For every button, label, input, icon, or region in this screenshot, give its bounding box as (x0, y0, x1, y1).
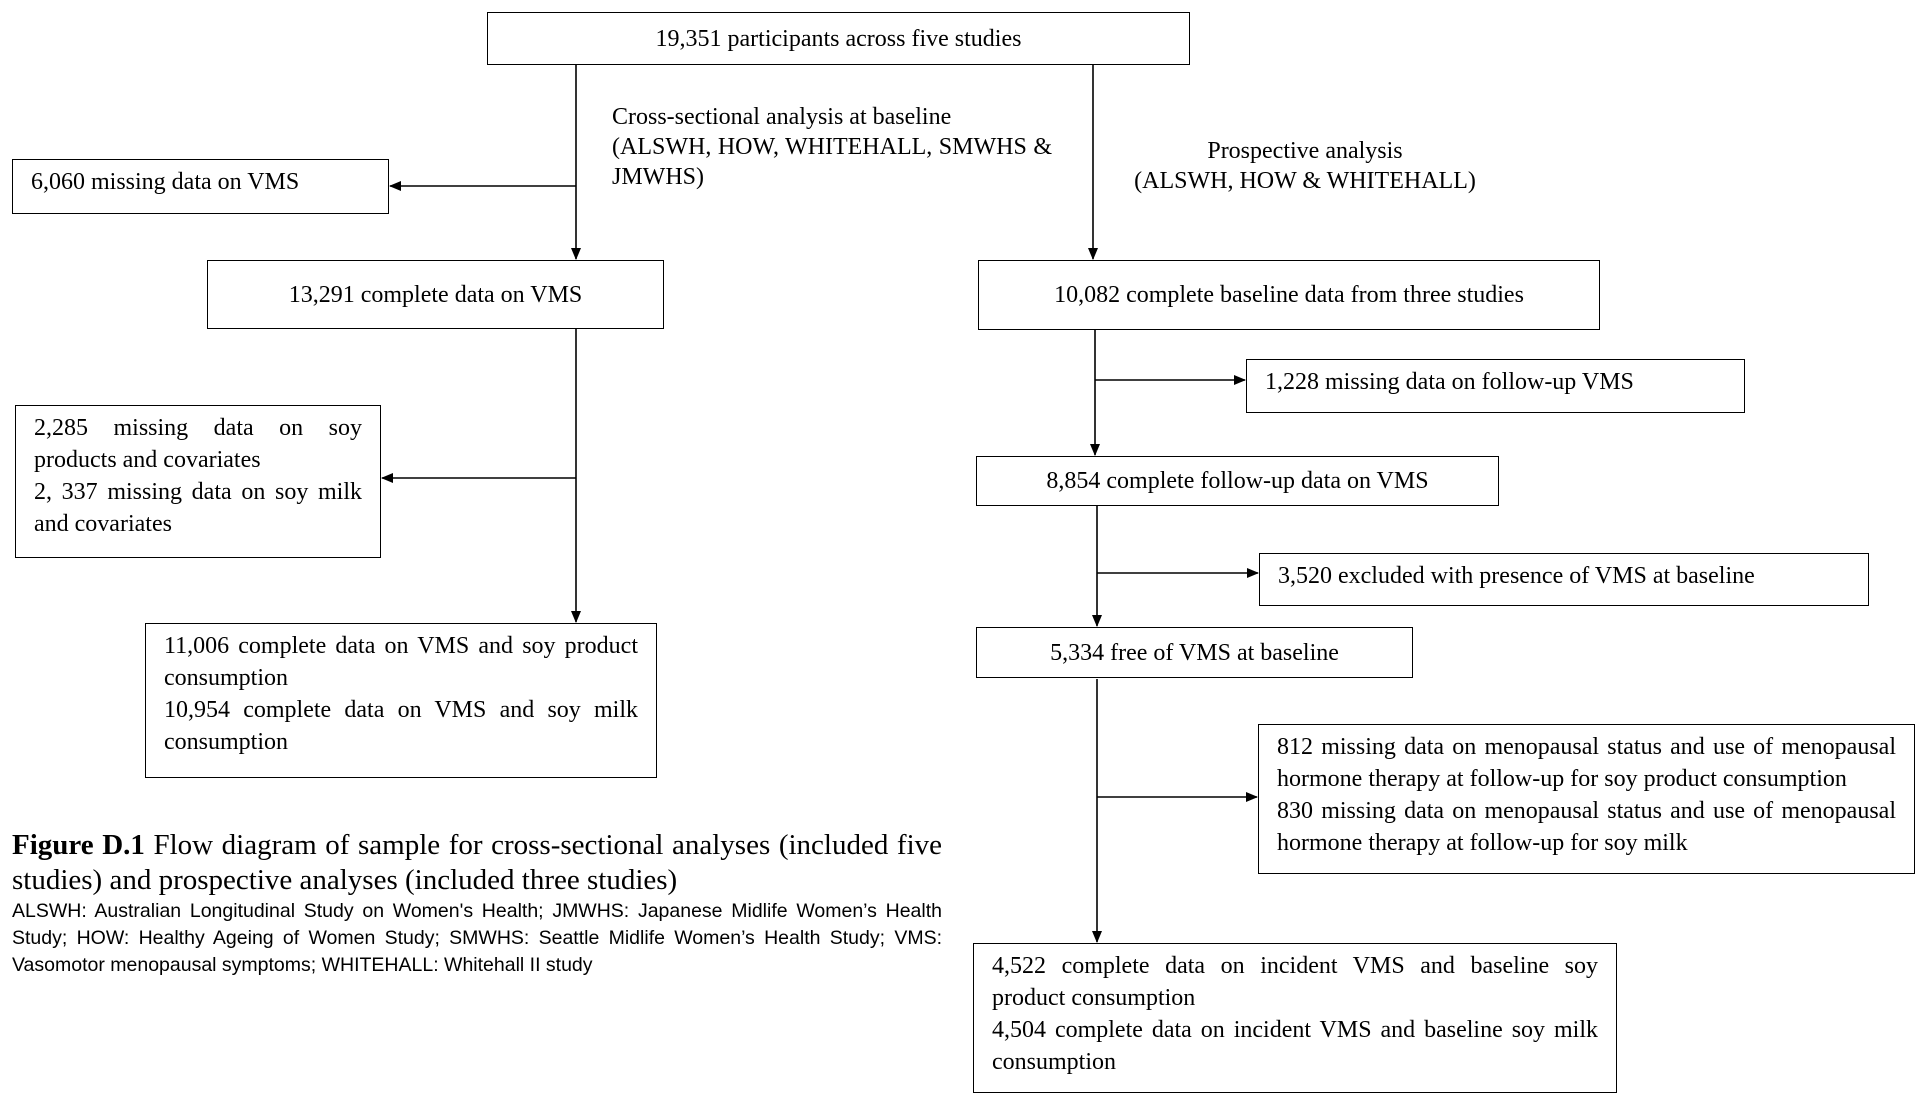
box-text: 4,504 complete data on incident VMS and … (992, 1017, 1598, 1075)
box-text: 10,954 complete data on VMS and soy milk… (164, 697, 638, 755)
box-text: 10,082 complete baseline data from three… (1054, 282, 1524, 308)
miss-soy-box: 2,285 missing data on soy products and c… (15, 405, 381, 558)
caption: Figure D.1 Flow diagram of sample for cr… (12, 828, 942, 979)
box-text: 19,351 participants across five studies (655, 25, 1022, 52)
box-text: 830 missing data on menopausal status an… (1277, 798, 1896, 856)
figure-number: Figure D.1 (12, 829, 145, 861)
box-text: 11,006 complete data on VMS and soy prod… (164, 633, 638, 691)
box-text: 2,285 missing data on soy products and c… (34, 415, 362, 473)
box-text: 6,060 missing data on VMS (31, 169, 300, 195)
box-text: 8,854 complete follow-up data on VMS (1046, 468, 1429, 494)
box-text: 812 missing data on menopausal status an… (1277, 734, 1896, 792)
label-line: (ALSWH, HOW & WHITEHALL) (1134, 168, 1476, 194)
miss-follow-box: 1,228 missing data on follow-up VMS (1246, 359, 1745, 413)
miss-meno-box: 812 missing data on menopausal status an… (1258, 724, 1915, 874)
box-text: 13,291 complete data on VMS (288, 281, 583, 308)
box-text: 2, 337 missing data on soy milk and cova… (34, 479, 362, 537)
caption-main: Figure D.1 Flow diagram of sample for cr… (12, 828, 942, 898)
prosp-final-box: 4,522 complete data on incident VMS and … (973, 943, 1617, 1093)
prospective-label: Prospective analysis (ALSWH, HOW & WHITE… (1100, 136, 1510, 196)
box-text: 1,228 missing data on follow-up VMS (1265, 369, 1634, 395)
cross-final-box: 11,006 complete data on VMS and soy prod… (145, 623, 657, 778)
baseline-box: 10,082 complete baseline data from three… (978, 260, 1600, 330)
label-line: Cross-sectional analysis at baseline (612, 104, 952, 130)
excluded-box: 3,520 excluded with presence of VMS at b… (1259, 553, 1869, 606)
top-box: 19,351 participants across five studies (487, 12, 1190, 65)
box-text: 5,334 free of VMS at baseline (1050, 639, 1339, 666)
follow-box: 8,854 complete follow-up data on VMS (976, 456, 1499, 506)
complete-vms-box: 13,291 complete data on VMS (207, 260, 664, 329)
caption-text: Flow diagram of sample for cross-section… (12, 829, 942, 896)
abbreviations: ALSWH: Australian Longitudinal Study on … (12, 900, 942, 976)
label-line: Prospective analysis (1207, 138, 1403, 164)
box-text: 4,522 complete data on incident VMS and … (992, 953, 1598, 1011)
miss-vms-box: 6,060 missing data on VMS (12, 159, 389, 214)
label-line: (ALSWH, HOW, WHITEHALL, SMWHS & JMWHS) (612, 134, 1052, 190)
free-box: 5,334 free of VMS at baseline (976, 627, 1413, 678)
box-text: 3,520 excluded with presence of VMS at b… (1278, 563, 1755, 589)
cross-label: Cross-sectional analysis at baseline (AL… (612, 102, 1052, 192)
arrows (381, 65, 1259, 943)
